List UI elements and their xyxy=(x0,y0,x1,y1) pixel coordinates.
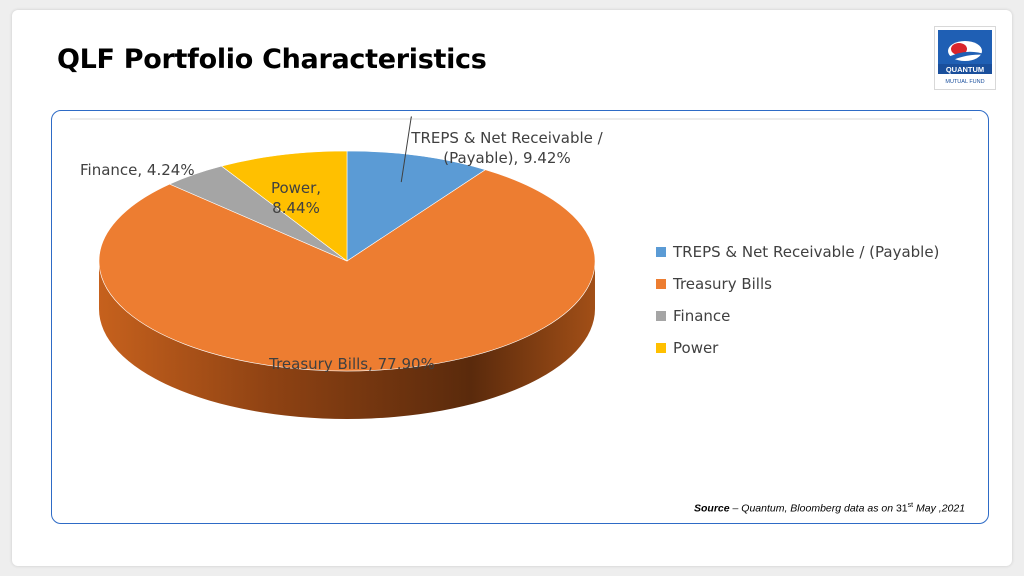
chart-frame: TREPS & Net Receivable / (Payable), 9.42%… xyxy=(51,110,989,524)
pie-data-label-2: Treasury Bills, 77.90% xyxy=(268,355,435,373)
pie-slice-4 xyxy=(220,150,348,262)
logo-text-main: QUANTUM xyxy=(946,65,984,74)
pie-data-label-line: 8.44% xyxy=(272,199,320,217)
logo-mark-icon: QUANTUM MUTUAL FUND xyxy=(938,30,992,85)
source-date: May ,2021 xyxy=(913,502,966,515)
legend-label-2: Treasury Bills xyxy=(672,275,772,293)
pie-data-label-3: Finance, 4.24% xyxy=(80,161,195,179)
slide: QLF Portfolio Characteristics QUANTUM MU… xyxy=(12,10,1012,566)
source-day-suffix: st xyxy=(907,502,914,509)
pie-slice-1 xyxy=(346,150,487,262)
pie-data-label-line: Treasury Bills, 77.90% xyxy=(268,355,435,373)
legend-label-3: Finance xyxy=(673,307,730,325)
source-label: Source xyxy=(694,502,730,515)
pie-data-label-1: TREPS & Net Receivable / (Payable), 9.42% xyxy=(410,129,603,167)
pie-side-wall xyxy=(99,261,595,419)
pie-data-label-line: Power, xyxy=(271,179,321,197)
pie-data-label-line: Finance, 4.24% xyxy=(80,161,195,179)
legend-swatch-4 xyxy=(656,343,666,353)
logo-text-sub: MUTUAL FUND xyxy=(945,79,984,85)
leader-line xyxy=(400,116,412,183)
legend-label-1: TREPS & Net Receivable / (Payable) xyxy=(672,243,939,261)
quantum-logo: QUANTUM MUTUAL FUND xyxy=(934,26,996,90)
pie-chart: TREPS & Net Receivable / (Payable), 9.42%… xyxy=(70,116,972,419)
legend-swatch-2 xyxy=(656,279,666,289)
legend-label-4: Power xyxy=(673,339,719,357)
legend-swatch-3 xyxy=(656,311,666,321)
legend-swatch-1 xyxy=(656,247,666,257)
pie-data-label-4: Power, 8.44% xyxy=(271,179,321,217)
source-note: Source – Quantum, Bloomberg data as on 3… xyxy=(694,502,965,515)
page-title: QLF Portfolio Characteristics xyxy=(57,44,487,75)
source-day: 31 xyxy=(895,502,908,515)
pie-data-label-line: (Payable), 9.42% xyxy=(443,149,570,167)
source-text: – Quantum, Bloomberg data as on xyxy=(729,502,896,515)
pie-slice-2 xyxy=(98,169,596,372)
pie-data-label-line: TREPS & Net Receivable / xyxy=(410,129,603,147)
